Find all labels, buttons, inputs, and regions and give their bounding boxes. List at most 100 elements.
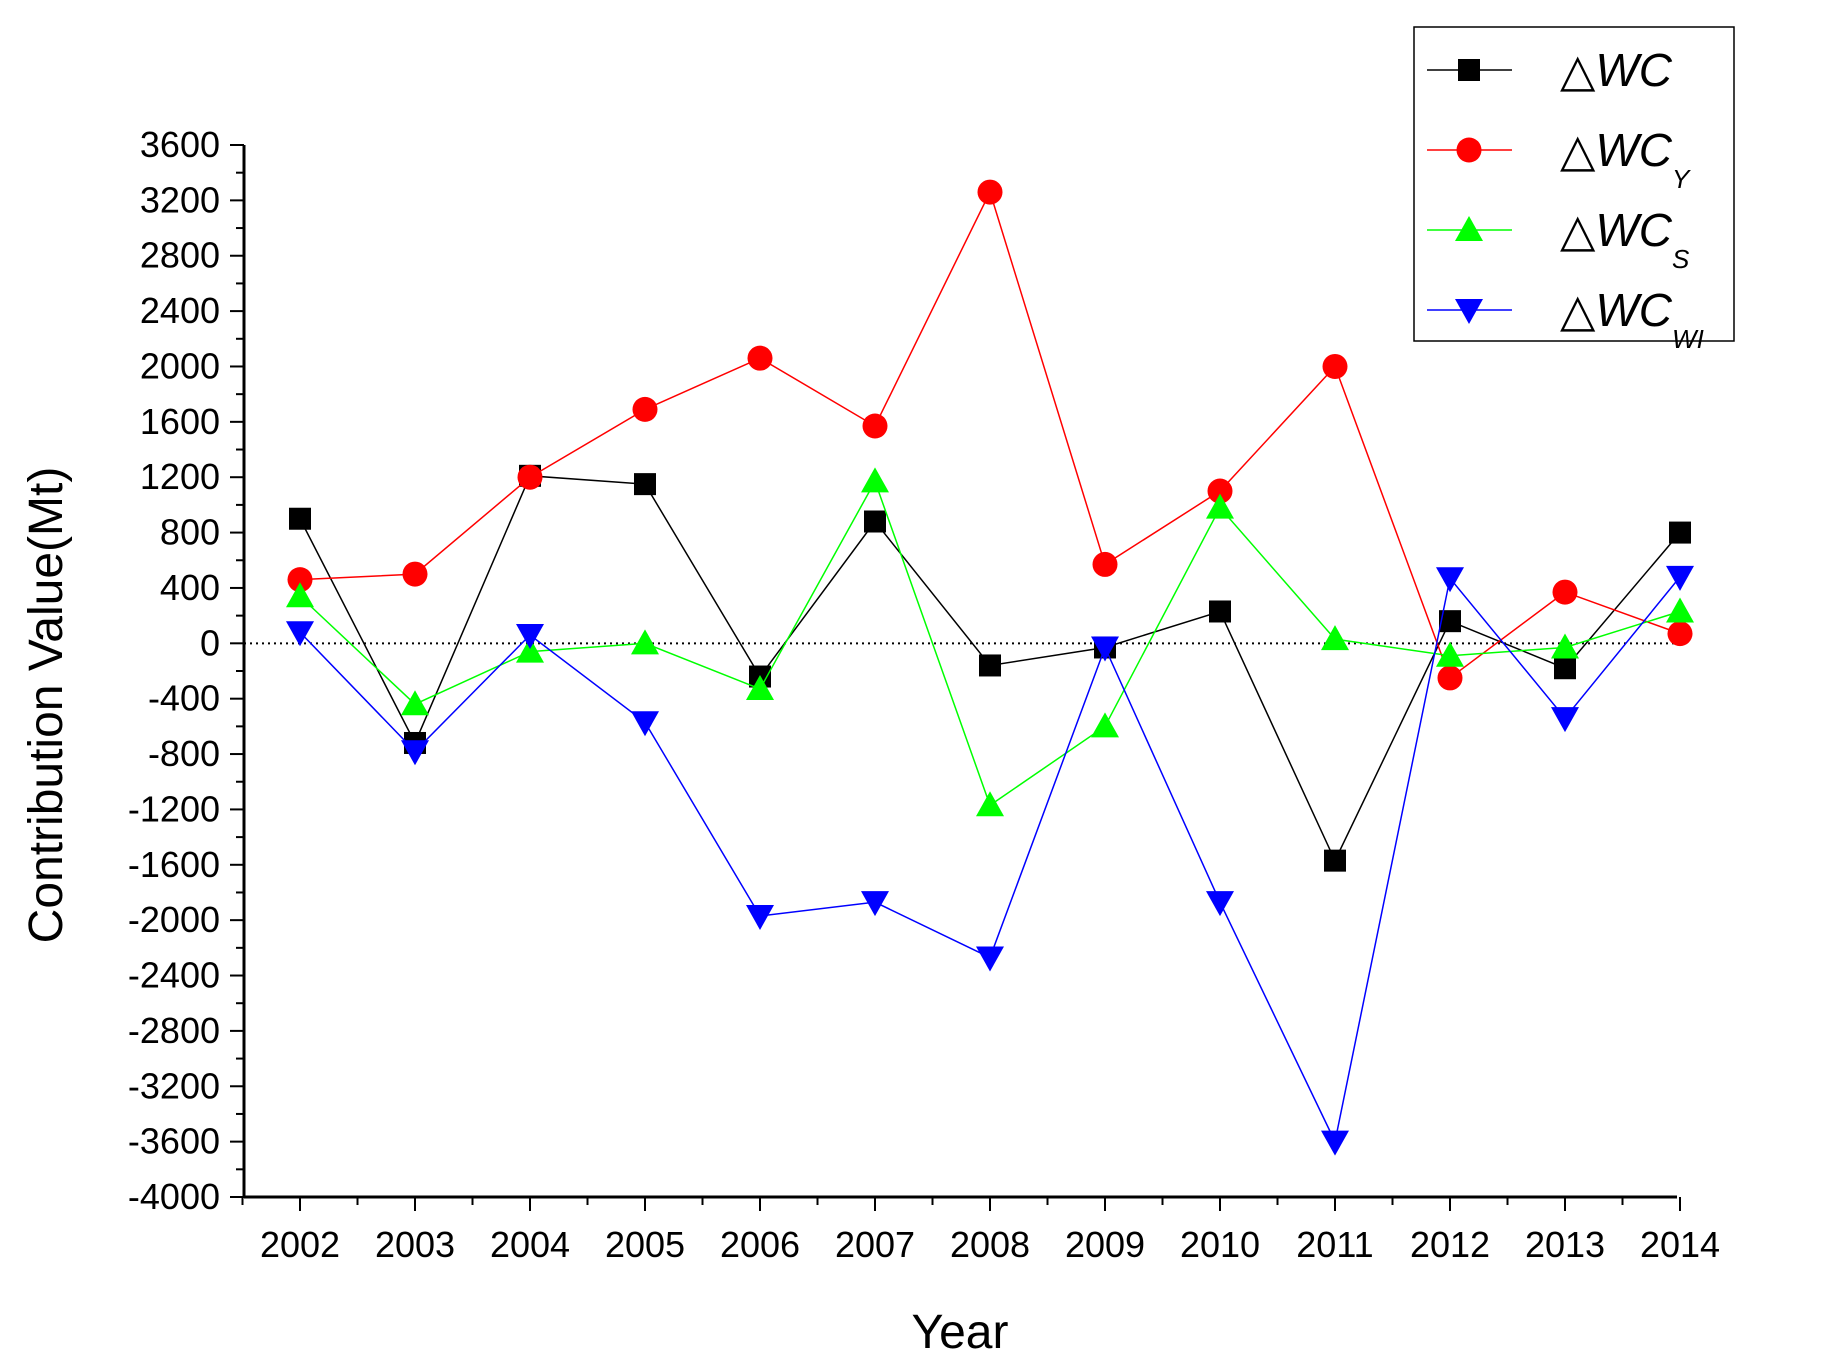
data-point bbox=[1091, 636, 1119, 662]
data-point bbox=[1206, 891, 1234, 917]
y-tick-label: -1200 bbox=[128, 788, 220, 829]
data-point bbox=[1324, 849, 1346, 872]
y-tick-label: -2800 bbox=[128, 1010, 220, 1051]
legend-marker bbox=[1455, 299, 1483, 324]
data-point bbox=[746, 905, 774, 931]
legend-base: WC bbox=[1595, 124, 1672, 176]
data-point bbox=[287, 567, 313, 593]
y-tick-label: 800 bbox=[160, 512, 220, 553]
legend-label: △WCWI bbox=[1560, 284, 1704, 354]
data-point bbox=[976, 946, 1004, 972]
data-point bbox=[632, 396, 658, 422]
data-point bbox=[862, 413, 888, 439]
x-tick-label: 2009 bbox=[1065, 1224, 1145, 1265]
data-point bbox=[861, 467, 889, 493]
data-point bbox=[1207, 478, 1233, 504]
x-tick-label: 2003 bbox=[375, 1224, 455, 1265]
data-point bbox=[634, 473, 656, 496]
data-point bbox=[1206, 493, 1234, 519]
x-tick-label: 2011 bbox=[1296, 1224, 1373, 1265]
y-tick-label: -1600 bbox=[128, 844, 220, 885]
legend-base: WC bbox=[1595, 204, 1672, 256]
y-tick-label: -2000 bbox=[128, 899, 220, 940]
data-point bbox=[747, 345, 773, 371]
series-layer bbox=[286, 179, 1694, 1156]
x-tick-label: 2004 bbox=[490, 1224, 570, 1265]
legend-subscript: WI bbox=[1672, 324, 1704, 354]
legend-marker bbox=[1455, 216, 1483, 241]
data-point bbox=[1436, 641, 1464, 667]
legend-label: △WCY bbox=[1560, 124, 1691, 194]
y-tick-label: -400 bbox=[148, 678, 220, 719]
legend-label: △WC bbox=[1560, 44, 1673, 96]
y-tick-label: 1200 bbox=[140, 456, 220, 497]
data-point bbox=[1209, 600, 1231, 623]
data-point bbox=[516, 637, 544, 663]
series-wc-y bbox=[287, 179, 1693, 691]
data-point bbox=[1436, 567, 1464, 593]
data-point bbox=[631, 629, 659, 655]
y-tick-label: 2800 bbox=[140, 235, 220, 276]
y-tick-label: -2400 bbox=[128, 955, 220, 996]
data-point bbox=[1666, 597, 1694, 623]
series-wc-s bbox=[286, 467, 1694, 817]
data-point bbox=[631, 711, 659, 737]
legend-marker bbox=[1458, 59, 1480, 81]
y-tick-label: -3600 bbox=[128, 1121, 220, 1162]
y-tick-label: 3600 bbox=[140, 124, 220, 165]
data-point bbox=[1321, 625, 1349, 651]
data-point bbox=[1551, 707, 1579, 733]
legend: △WC△WCY△WCS△WCWI bbox=[1413, 26, 1735, 354]
data-point bbox=[402, 561, 428, 587]
x-ticks: 2002 2003 2004 2005 2006 2007 2008 2009 2010 2011… bbox=[241, 1197, 1720, 1265]
y-tick-label: 2400 bbox=[140, 290, 220, 331]
data-point bbox=[1554, 657, 1576, 680]
legend-base: WC bbox=[1595, 284, 1672, 336]
data-point bbox=[286, 621, 314, 647]
legend-delta-symbol: △ bbox=[1560, 284, 1596, 336]
x-tick-label: 2013 bbox=[1525, 1224, 1605, 1265]
y-tick-label: 2000 bbox=[140, 345, 220, 386]
x-tick-label: 2007 bbox=[835, 1224, 915, 1265]
x-tick-label: 2008 bbox=[950, 1224, 1030, 1265]
legend-subscript: Y bbox=[1672, 164, 1691, 194]
y-tick-label: 400 bbox=[160, 567, 220, 608]
series-wc-wi bbox=[286, 565, 1694, 1156]
data-point bbox=[864, 510, 886, 533]
legend-base: WC bbox=[1595, 44, 1672, 96]
data-point bbox=[1092, 551, 1118, 577]
data-point bbox=[517, 464, 543, 490]
y-tick-label: 0 bbox=[200, 622, 220, 663]
data-point bbox=[401, 740, 429, 766]
legend-delta-symbol: △ bbox=[1560, 204, 1596, 256]
data-point bbox=[1669, 521, 1691, 544]
data-point bbox=[746, 674, 774, 700]
x-tick-label: 2005 bbox=[605, 1224, 685, 1265]
y-tick-label: 1600 bbox=[140, 401, 220, 442]
x-tick-label: 2012 bbox=[1410, 1224, 1490, 1265]
x-tick-label: 2014 bbox=[1640, 1224, 1720, 1265]
data-point bbox=[1437, 665, 1463, 691]
data-point bbox=[861, 891, 889, 917]
x-axis-title: Year bbox=[912, 1306, 1009, 1359]
data-point bbox=[401, 690, 429, 716]
data-point bbox=[1666, 565, 1694, 591]
data-point bbox=[1552, 579, 1578, 605]
data-point bbox=[1551, 633, 1579, 659]
legend-delta-symbol: △ bbox=[1560, 44, 1596, 96]
legend-label: △WCS bbox=[1560, 204, 1690, 274]
legend-marker bbox=[1456, 137, 1482, 163]
x-tick-label: 2002 bbox=[260, 1224, 340, 1265]
y-ticks: 3600 3200 2800 2400 2000 1600 1200 800 400 0 -400 -… bbox=[128, 124, 244, 1217]
y-axis-title: Contribution Value(Mt) bbox=[20, 467, 73, 944]
y-tick-label: -4000 bbox=[128, 1176, 220, 1217]
data-point bbox=[976, 791, 1004, 817]
data-point bbox=[1091, 712, 1119, 738]
data-point bbox=[1667, 621, 1693, 647]
data-point bbox=[1322, 353, 1348, 379]
x-tick-label: 2006 bbox=[720, 1224, 800, 1265]
legend-delta-symbol: △ bbox=[1560, 124, 1596, 176]
y-tick-label: 3200 bbox=[140, 179, 220, 220]
data-point bbox=[1321, 1130, 1349, 1156]
